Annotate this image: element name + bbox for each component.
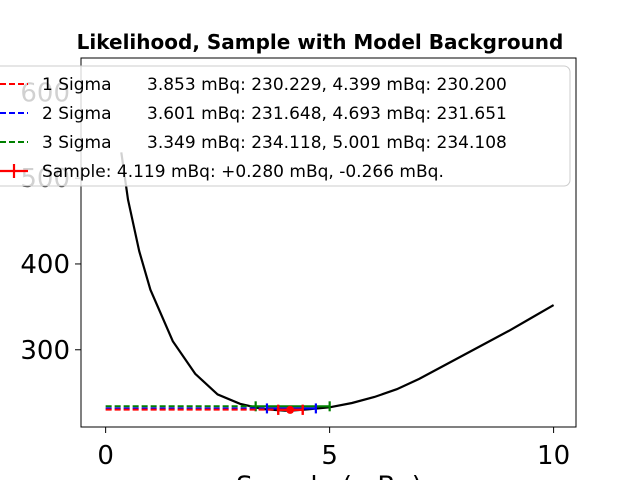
chart-title: Likelihood, Sample with Model Background xyxy=(77,30,564,54)
legend-entry-name: 3 Sigma xyxy=(42,133,112,153)
legend-box xyxy=(0,65,571,187)
y-tick-label: 400 xyxy=(20,250,70,280)
legend-entry-values: 3.853 mBq: 230.229, 4.399 mBq: 230.200 xyxy=(147,75,507,95)
legend-entry-values: 3.601 mBq: 231.648, 4.693 mBq: 231.651 xyxy=(147,104,507,124)
x-tick-label: 10 xyxy=(537,441,570,471)
y-tick-label: 300 xyxy=(20,336,70,366)
x-tick-label: 0 xyxy=(97,441,114,471)
x-tick-label: 5 xyxy=(321,441,338,471)
legend: 1 Sigma 3.853 mBq: 230.229, 4.399 mBq: 23… xyxy=(0,65,571,187)
x-axis-label: Sample (mBq) xyxy=(236,471,422,480)
plot-area xyxy=(80,57,577,428)
legend-entry-sample: Sample: 4.119 mBq: +0.280 mBq, -0.266 mB… xyxy=(42,162,444,182)
legend-entry-name: 1 Sigma xyxy=(42,75,112,95)
plot-content xyxy=(105,152,555,415)
legend-entry-values: 3.349 mBq: 234.118, 5.001 mBq: 234.108 xyxy=(147,133,507,153)
legend-entry-name: 2 Sigma xyxy=(42,104,112,124)
sample-point xyxy=(286,405,295,414)
data-layer xyxy=(105,152,555,415)
